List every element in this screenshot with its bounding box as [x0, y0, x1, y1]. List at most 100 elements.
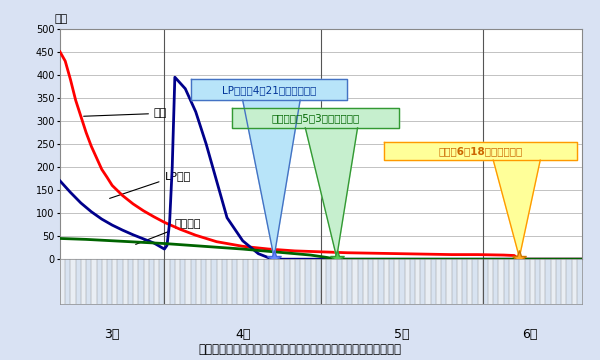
- Bar: [263, 259, 269, 304]
- Bar: [139, 259, 143, 304]
- Bar: [170, 259, 175, 304]
- Bar: [472, 259, 478, 304]
- Bar: [279, 259, 284, 304]
- Polygon shape: [242, 100, 300, 257]
- Bar: [436, 259, 441, 304]
- Bar: [149, 259, 154, 304]
- Polygon shape: [191, 80, 347, 100]
- Bar: [499, 259, 504, 304]
- Bar: [545, 259, 551, 304]
- Bar: [154, 259, 159, 304]
- Bar: [358, 259, 363, 304]
- Bar: [97, 259, 102, 304]
- Bar: [191, 259, 196, 304]
- Bar: [196, 259, 201, 304]
- Text: 5月: 5月: [394, 328, 410, 341]
- Bar: [159, 259, 164, 304]
- Bar: [441, 259, 446, 304]
- Bar: [483, 259, 488, 304]
- Text: 電力: 電力: [83, 108, 167, 118]
- Bar: [128, 259, 133, 304]
- Bar: [400, 259, 404, 304]
- Bar: [102, 259, 107, 304]
- Bar: [217, 259, 222, 304]
- Bar: [227, 259, 232, 304]
- Bar: [504, 259, 509, 304]
- Bar: [431, 259, 436, 304]
- Bar: [363, 259, 368, 304]
- Bar: [404, 259, 410, 304]
- Bar: [175, 259, 180, 304]
- Bar: [185, 259, 191, 304]
- Bar: [337, 259, 342, 304]
- Bar: [232, 259, 238, 304]
- Bar: [222, 259, 227, 304]
- Bar: [383, 259, 389, 304]
- Polygon shape: [493, 160, 540, 257]
- Text: 被災三県における各インフラの供給不能戸数の推移（推計含む）: 被災三県における各インフラの供給不能戸数の推移（推計含む）: [199, 343, 401, 356]
- Bar: [91, 259, 97, 304]
- Bar: [164, 259, 170, 304]
- Bar: [415, 259, 420, 304]
- Bar: [425, 259, 431, 304]
- Bar: [509, 259, 514, 304]
- Bar: [122, 259, 128, 304]
- Bar: [259, 259, 263, 304]
- Bar: [572, 259, 577, 304]
- Bar: [300, 259, 305, 304]
- Bar: [379, 259, 383, 304]
- Text: 電力：6月18日に全面復旧: 電力：6月18日に全面復旧: [438, 146, 523, 156]
- Text: 4月: 4月: [235, 328, 250, 341]
- Bar: [248, 259, 253, 304]
- Text: 6月: 6月: [522, 328, 538, 341]
- Bar: [467, 259, 472, 304]
- Bar: [368, 259, 373, 304]
- Bar: [76, 259, 81, 304]
- Bar: [180, 259, 185, 304]
- Polygon shape: [383, 142, 577, 160]
- Bar: [81, 259, 86, 304]
- Bar: [133, 259, 138, 304]
- Bar: [206, 259, 211, 304]
- Text: LPガス: LPガス: [110, 171, 191, 198]
- Text: 都市ガス：5月3日に全面復旧: 都市ガス：5月3日に全面復旧: [272, 113, 360, 123]
- Bar: [321, 259, 326, 304]
- Bar: [446, 259, 452, 304]
- Bar: [452, 259, 457, 304]
- Bar: [389, 259, 394, 304]
- Bar: [295, 259, 300, 304]
- Polygon shape: [305, 128, 358, 257]
- Bar: [65, 259, 70, 304]
- Bar: [70, 259, 76, 304]
- Bar: [551, 259, 556, 304]
- Bar: [290, 259, 295, 304]
- Bar: [238, 259, 242, 304]
- Bar: [211, 259, 217, 304]
- Bar: [284, 259, 290, 304]
- Bar: [331, 259, 337, 304]
- Bar: [556, 259, 561, 304]
- Text: 万戸: 万戸: [55, 14, 68, 24]
- Bar: [60, 259, 65, 304]
- Bar: [352, 259, 358, 304]
- Text: 3月: 3月: [104, 328, 120, 341]
- Text: LPガス：4月21日に全面復旧: LPガス：4月21日に全面復旧: [221, 85, 316, 95]
- Bar: [520, 259, 524, 304]
- Polygon shape: [232, 108, 400, 128]
- Bar: [420, 259, 425, 304]
- Bar: [311, 259, 316, 304]
- Bar: [326, 259, 331, 304]
- Bar: [86, 259, 91, 304]
- Bar: [561, 259, 566, 304]
- Bar: [112, 259, 118, 304]
- Bar: [107, 259, 112, 304]
- Bar: [478, 259, 483, 304]
- Bar: [457, 259, 462, 304]
- Bar: [253, 259, 259, 304]
- Bar: [242, 259, 248, 304]
- Bar: [373, 259, 379, 304]
- Bar: [274, 259, 279, 304]
- Bar: [347, 259, 352, 304]
- Bar: [118, 259, 122, 304]
- Bar: [410, 259, 415, 304]
